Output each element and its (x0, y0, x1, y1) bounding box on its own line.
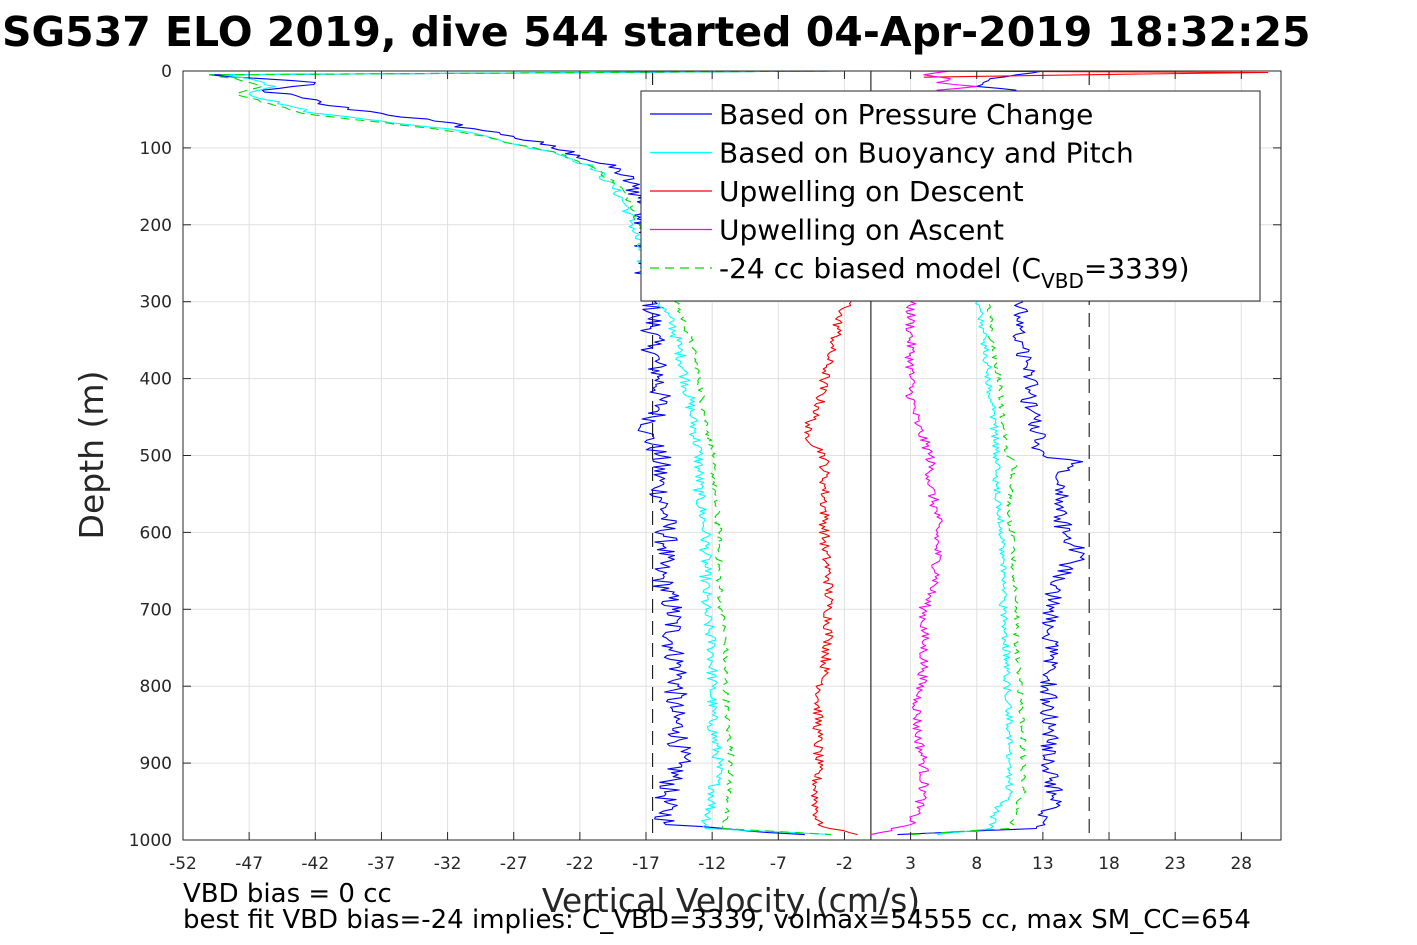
x-tick-label-0: -52 (169, 854, 197, 874)
x-tick-label-10: -2 (836, 854, 853, 874)
x-tick-label-4: -32 (434, 854, 462, 874)
legend-label-4: -24 cc biased model (CVBD=3339) (719, 252, 1190, 293)
x-tick-label-2: -42 (301, 854, 329, 874)
y-axis-label: Depth (m) (72, 371, 111, 540)
legend-label-0: Based on Pressure Change (719, 98, 1093, 131)
x-tick-label-5: -27 (500, 854, 528, 874)
y-tick-label-9: 900 (140, 754, 172, 774)
best-fit-note: best fit VBD bias=-24 implies: C_VBD=333… (183, 905, 1251, 935)
y-tick-label-4: 400 (140, 370, 172, 390)
series-buoyancy-descent (222, 70, 845, 836)
series-surface-ascent-tail (976, 70, 1043, 91)
y-tick-label-5: 500 (140, 447, 172, 467)
vbd-bias-note: VBD bias = 0 cc (183, 879, 392, 909)
x-axis-label: Vertical Velocity (cm/s) (542, 881, 920, 920)
x-tick-label-12: 8 (971, 854, 982, 874)
chart-title: SG537 ELO 2019, dive 544 started 04-Apr-… (2, 8, 1311, 56)
y-tick-label-10: 1000 (129, 831, 172, 851)
series-model-descent (208, 70, 845, 836)
x-tick-label-9: -7 (770, 854, 787, 874)
x-tick-label-15: 23 (1164, 854, 1186, 874)
series-buoyancy-ascent (936, 301, 1014, 836)
x-tick-label-7: -17 (632, 854, 660, 874)
y-tick-label-0: 0 (161, 62, 172, 82)
x-tick-label-14: 18 (1098, 854, 1120, 874)
x-axis-ticks: -52 -47 -42 -37 -32 -27 -22 -17 -12 -7 -2 3 8 13 18 23 2… (169, 71, 1252, 874)
series-model-ascent (910, 301, 1027, 836)
series-surface-upwelling-red (897, 70, 1269, 78)
x-tick-label-6: -22 (566, 854, 594, 874)
y-tick-label-7: 700 (140, 600, 172, 620)
series-upwelling-ascent (870, 301, 943, 836)
y-tick-label-8: 800 (140, 677, 172, 697)
series-upwelling-descent (804, 301, 858, 836)
data-series (208, 70, 1269, 836)
x-tick-label-16: 28 (1230, 854, 1252, 874)
series-pressure-descent (208, 70, 845, 836)
x-tick-label-11: 3 (905, 854, 916, 874)
legend: Based on Pressure Change Based on Buoyanc… (640, 90, 1261, 302)
x-tick-label-3: -37 (368, 854, 396, 874)
legend-label-3: Upwelling on Ascent (719, 214, 1004, 247)
legend-label-1: Based on Buoyancy and Pitch (719, 137, 1134, 170)
y-tick-label-3: 300 (140, 293, 172, 313)
series-surface-upwelling-magenta (923, 70, 978, 95)
y-axis-ticks: 0 100 200 300 400 500 600 700 800 900 1000 (129, 62, 1281, 851)
x-tick-label-13: 13 (1032, 854, 1054, 874)
y-tick-label-1: 100 (140, 139, 172, 159)
x-tick-label-1: -47 (235, 854, 263, 874)
legend-label-2: Upwelling on Descent (719, 175, 1024, 208)
y-tick-label-6: 600 (140, 523, 172, 543)
y-tick-label-2: 200 (140, 216, 172, 236)
series-pressure-ascent (897, 301, 1085, 836)
x-tick-label-8: -12 (698, 854, 726, 874)
legend-box (640, 90, 1261, 302)
